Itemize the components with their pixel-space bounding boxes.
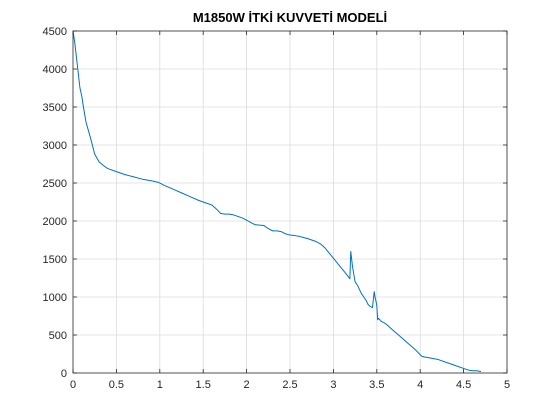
x-tick-label: 1 <box>157 379 163 391</box>
y-tick-label: 1500 <box>43 254 67 266</box>
y-tick-label: 500 <box>49 330 67 342</box>
x-tick-label: 3.5 <box>369 379 384 391</box>
grid-lines <box>73 31 507 373</box>
x-tick-label: 0 <box>70 379 76 391</box>
x-tick-label: 0.5 <box>109 379 124 391</box>
series-line <box>72 30 482 372</box>
data-series-layer <box>72 30 482 372</box>
y-tick-label: 0 <box>61 368 67 380</box>
y-tick-label: 2000 <box>43 216 67 228</box>
y-tick-label: 2500 <box>43 178 67 190</box>
x-tick-label: 2 <box>244 379 250 391</box>
x-tick-label: 4.5 <box>456 379 471 391</box>
y-tick-label: 3500 <box>43 102 67 114</box>
axis-ticks <box>72 30 508 374</box>
y-tick-label: 4000 <box>43 64 67 76</box>
chart-title: M1850W İTKİ KUVVETİ MODELİ <box>193 10 387 25</box>
x-tick-label: 2.5 <box>282 379 297 391</box>
x-tick-label: 3 <box>330 379 336 391</box>
x-tick-labels: 0 0.5 1 1.5 2 2.5 3 3.5 4 4.5 5 <box>70 379 510 391</box>
x-tick-label: 1.5 <box>196 379 211 391</box>
y-tick-label: 3000 <box>43 140 67 152</box>
x-tick-label: 4 <box>417 379 423 391</box>
x-tick-label: 5 <box>504 379 510 391</box>
y-tick-label: 4500 <box>43 26 67 38</box>
y-tick-labels: 0 500 1000 1500 2000 2500 3000 3500 4000 4500 <box>43 26 67 380</box>
y-tick-label: 1000 <box>43 292 67 304</box>
